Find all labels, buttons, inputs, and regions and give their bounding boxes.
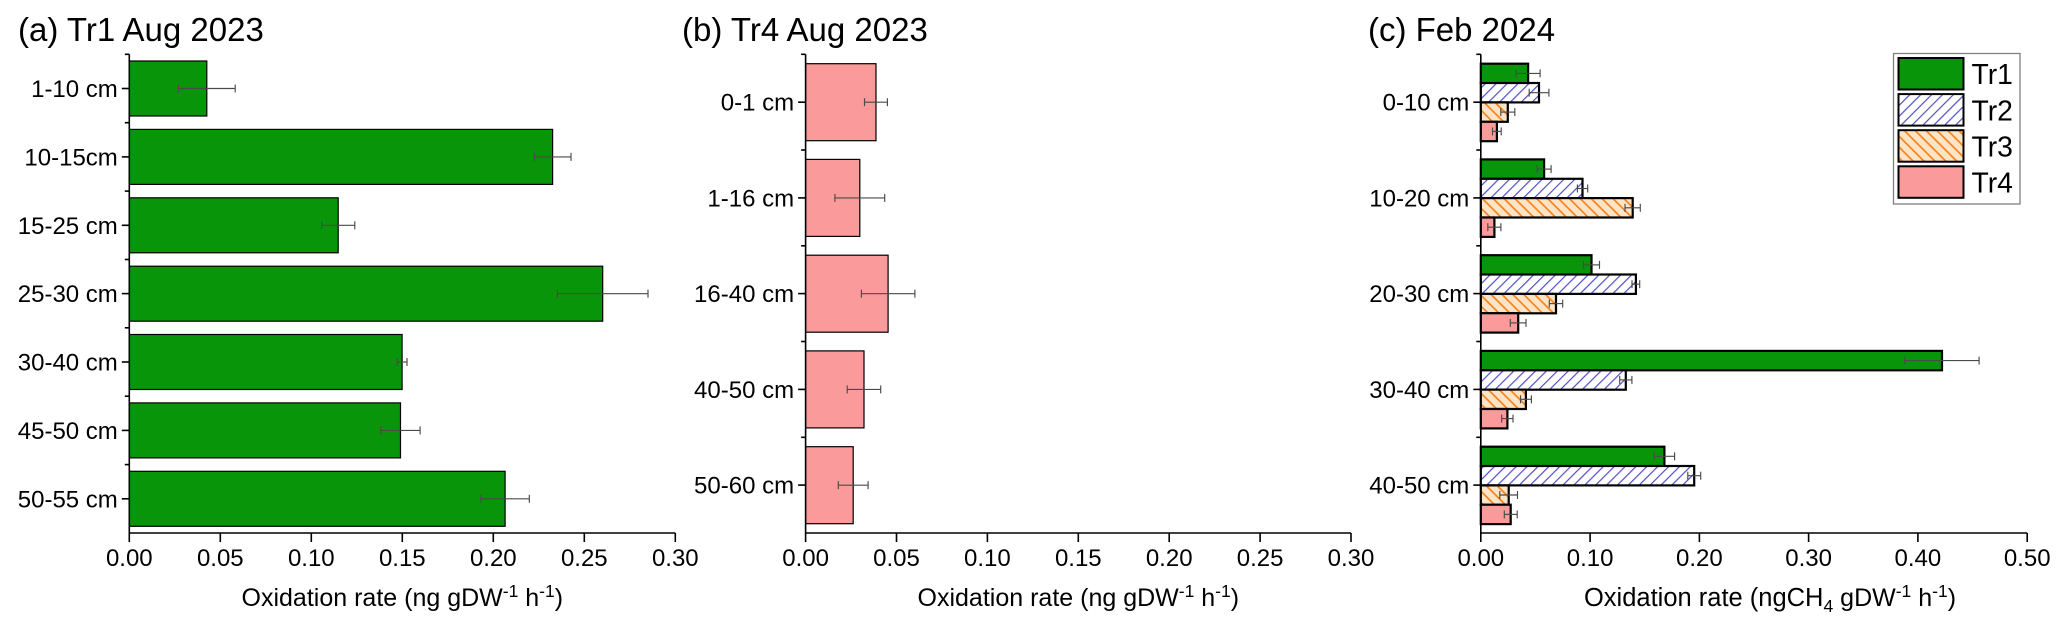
svg-text:10-20 cm: 10-20 cm [1369,185,1469,212]
svg-text:1-16 cm: 1-16 cm [707,185,794,212]
svg-text:0.30: 0.30 [1328,545,1375,572]
svg-text:10-15cm: 10-15cm [24,144,117,171]
svg-text:0-10 cm: 0-10 cm [1383,90,1470,117]
svg-text:0.25: 0.25 [1237,545,1284,572]
svg-text:Tr2: Tr2 [1972,94,2013,126]
svg-text:25-30 cm: 25-30 cm [18,281,118,308]
svg-text:0.00: 0.00 [106,545,153,572]
svg-text:15-25 cm: 15-25 cm [18,213,118,240]
svg-text:Tr3: Tr3 [1972,130,2013,162]
svg-text:40-50 cm: 40-50 cm [694,377,794,404]
svg-text:1-10 cm: 1-10 cm [31,76,118,103]
svg-text:0.20: 0.20 [1676,545,1723,572]
svg-text:0.20: 0.20 [1146,545,1193,572]
svg-text:30-40 cm: 30-40 cm [1369,377,1469,404]
svg-text:45-50 cm: 45-50 cm [18,418,118,445]
svg-text:0.10: 0.10 [1567,545,1614,572]
svg-text:Oxidation rate (ng gDW-1 h-1): Oxidation rate (ng gDW-1 h-1) [242,581,564,612]
svg-text:Tr1: Tr1 [1972,58,2013,90]
svg-text:Oxidation rate (ngCH4 gDW-1 h-: Oxidation rate (ngCH4 gDW-1 h-1) [1584,581,1956,616]
svg-text:30-40 cm: 30-40 cm [18,350,118,377]
svg-text:0.40: 0.40 [1895,545,1942,572]
svg-text:(b) Tr4 Aug 2023: (b) Tr4 Aug 2023 [682,11,928,48]
svg-text:0.10: 0.10 [288,545,335,572]
svg-text:Tr4: Tr4 [1972,167,2013,199]
svg-text:0.00: 0.00 [782,545,829,572]
svg-text:0.20: 0.20 [470,545,517,572]
svg-text:0.05: 0.05 [197,545,244,572]
svg-text:40-50 cm: 40-50 cm [1369,473,1469,500]
svg-text:0.50: 0.50 [2004,545,2051,572]
svg-text:0.30: 0.30 [1785,545,1832,572]
svg-text:50-60 cm: 50-60 cm [694,473,794,500]
svg-text:50-55 cm: 50-55 cm [18,486,118,513]
svg-text:0.15: 0.15 [1055,545,1102,572]
svg-text:0-1 cm: 0-1 cm [721,90,794,117]
svg-text:0.00: 0.00 [1457,545,1504,572]
svg-text:20-30 cm: 20-30 cm [1369,281,1469,308]
svg-text:0.30: 0.30 [652,545,699,572]
svg-text:0.25: 0.25 [561,545,608,572]
svg-text:0.10: 0.10 [964,545,1011,572]
svg-text:(a) Tr1 Aug 2023: (a) Tr1 Aug 2023 [18,11,264,48]
svg-text:0.15: 0.15 [379,545,426,572]
svg-text:16-40 cm: 16-40 cm [694,281,794,308]
svg-text:(c) Feb 2024: (c) Feb 2024 [1368,11,1555,48]
svg-text:0.05: 0.05 [873,545,920,572]
